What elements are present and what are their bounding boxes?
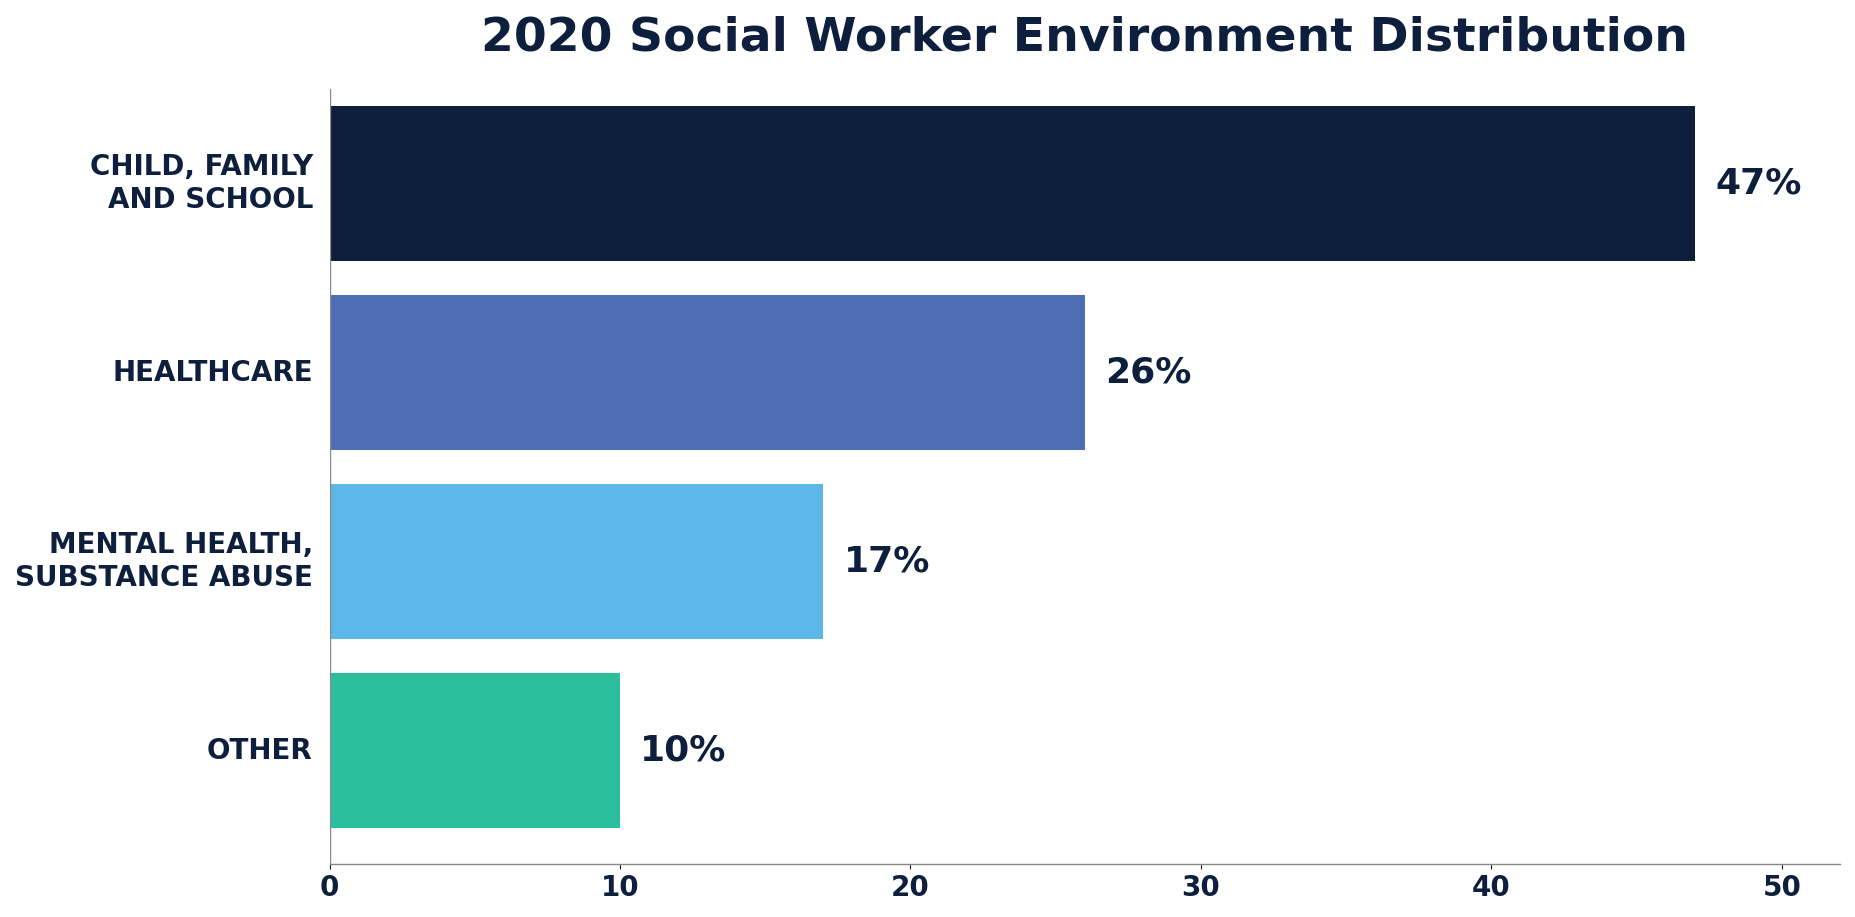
- Bar: [330, 673, 620, 828]
- Text: 26%: 26%: [1106, 356, 1191, 390]
- Bar: [330, 295, 1085, 450]
- Text: 17%: 17%: [844, 545, 929, 579]
- Bar: [330, 105, 1695, 261]
- Text: 10%: 10%: [640, 734, 727, 768]
- Title: 2020 Social Worker Environment Distribution: 2020 Social Worker Environment Distribut…: [480, 15, 1688, 60]
- Text: 47%: 47%: [1716, 167, 1801, 201]
- Bar: [330, 484, 824, 639]
